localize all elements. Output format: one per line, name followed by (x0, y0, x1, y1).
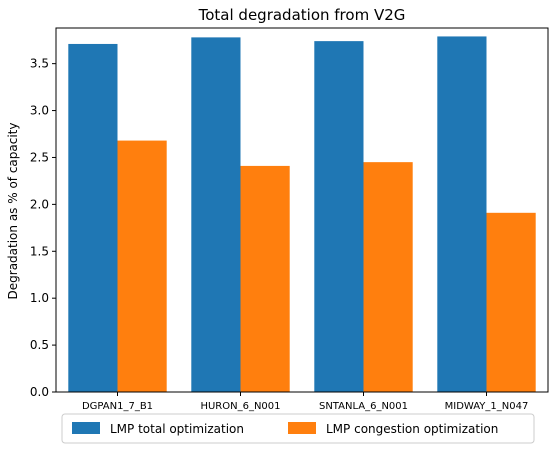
legend-swatch-1 (72, 422, 100, 434)
plot-frame (55, 27, 549, 393)
legend-swatch-2 (288, 422, 316, 434)
bar-series-1-sntanla-6-n001 (314, 41, 364, 392)
y-tick-label: 2.5 (30, 150, 49, 164)
x-axis-ticks: DGPAN1_7_B1 HURON_6_N001 SNTANLA_6_N001 MID… (82, 392, 528, 412)
y-axis-label: Degradation as % of capacity (6, 123, 20, 300)
x-tick-label: MIDWAY_1_N047 (445, 401, 529, 412)
y-axis-ticks: 0.0 0.5 1.0 1.5 2.0 2.5 3.0 3.5 (30, 57, 56, 399)
y-tick-label: 1.0 (30, 291, 49, 305)
legend-label-2: LMP congestion optimization (326, 422, 498, 436)
legend: LMP total optimization LMP congestion opt… (61, 413, 535, 444)
y-tick-label: 2.0 (30, 197, 49, 211)
y-tick-label: 1.5 (30, 244, 49, 258)
x-tick-label: DGPAN1_7_B1 (82, 401, 153, 412)
bars-group (68, 36, 536, 392)
y-tick-label: 0.5 (30, 338, 49, 352)
bar-series-1-huron-6-n001 (191, 37, 241, 392)
y-tick-label: 3.5 (30, 57, 49, 71)
y-tick-label: 3.0 (30, 104, 49, 118)
legend-label-1: LMP total optimization (110, 422, 244, 436)
x-tick-label: SNTANLA_6_N001 (319, 401, 408, 412)
bar-series-2-dgpan1-7-b1 (117, 140, 167, 392)
bar-series-2-sntanla-6-n001 (363, 162, 413, 392)
chart-title: Total degradation from V2G (198, 6, 406, 24)
bar-series-1-midway-1-n047 (437, 36, 487, 392)
x-tick-label: HURON_6_N001 (200, 401, 280, 412)
y-tick-label: 0.0 (30, 385, 49, 399)
bar-series-2-huron-6-n001 (240, 165, 290, 392)
bar-series-2-midway-1-n047 (486, 212, 536, 392)
bar-series-1-dgpan1-7-b1 (68, 43, 118, 392)
